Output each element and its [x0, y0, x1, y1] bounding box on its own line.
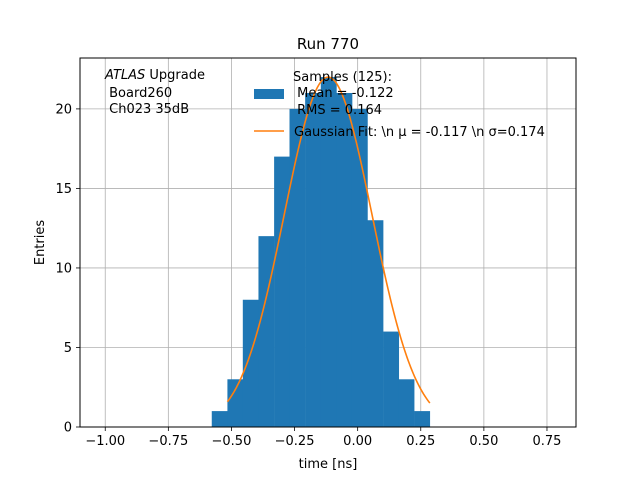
legend-histogram-label-line-1: Samples (125): [293, 70, 392, 85]
annotation-line-3: Ch023 35dB [105, 102, 189, 117]
legend: Samples (125): Mean = -0.122 RMS = 0.164… [254, 70, 545, 140]
x-tick-label: −1.00 [85, 434, 125, 449]
histogram-bar [211, 411, 228, 427]
x-tick-label: −0.50 [212, 434, 252, 449]
gaussian-fit-curve [226, 76, 431, 404]
histogram-bar [242, 299, 259, 427]
histogram-bar [227, 379, 244, 427]
y-axis-label: Entries [33, 220, 48, 266]
x-tick-label: 0.75 [532, 434, 561, 449]
y-tick-label: 15 [55, 182, 72, 197]
histogram-bars [211, 77, 431, 428]
histogram-bar [367, 220, 384, 427]
annotation-atlas: ATLAS [104, 68, 145, 83]
y-tick-label: 0 [64, 421, 72, 436]
x-tick-label: 0.00 [343, 434, 372, 449]
legend-histogram-swatch [254, 89, 284, 99]
axis-ticks: −1.00 −0.75 −0.50 −0.25 0.00 0.25 0.50 0.75 0 5 10… [55, 102, 561, 449]
x-tick-label: −0.25 [275, 434, 315, 449]
annotation-line-1: ATLAS Upgrade [104, 68, 205, 83]
legend-histogram-label-line-3: RMS = 0.164 [293, 103, 382, 118]
x-tick-label: 0.50 [469, 434, 498, 449]
histogram-bar [289, 108, 306, 428]
annotation-line-2: Board260 [105, 86, 172, 101]
x-tick-label: −0.75 [148, 434, 188, 449]
histogram-bar [351, 108, 368, 428]
histogram-bar [414, 411, 431, 427]
histogram-bar [320, 77, 337, 427]
x-axis-label: time [ns] [299, 457, 358, 472]
annotation-upgrade: Upgrade [145, 68, 205, 83]
histogram-bar [398, 379, 415, 427]
histogram-bar [305, 92, 322, 427]
histogram-bar [274, 156, 290, 428]
chart-title: Run 770 [297, 35, 359, 53]
histogram-bar [336, 92, 353, 427]
fit-line [226, 76, 431, 404]
y-tick-label: 5 [64, 341, 72, 356]
x-tick-label: 0.25 [406, 434, 435, 449]
legend-histogram-label-line-2: Mean = -0.122 [293, 86, 394, 101]
legend-fit-label: Gaussian Fit: \n μ = -0.117 \n σ=0.174 [294, 125, 545, 140]
plot-frame [79, 57, 577, 428]
y-tick-label: 20 [55, 102, 72, 117]
y-tick-label: 10 [55, 261, 72, 276]
histogram-bar [258, 236, 275, 427]
histogram-bar [383, 331, 400, 427]
atlas-annotation: ATLAS Upgrade Board260 Ch023 35dB [104, 68, 205, 117]
